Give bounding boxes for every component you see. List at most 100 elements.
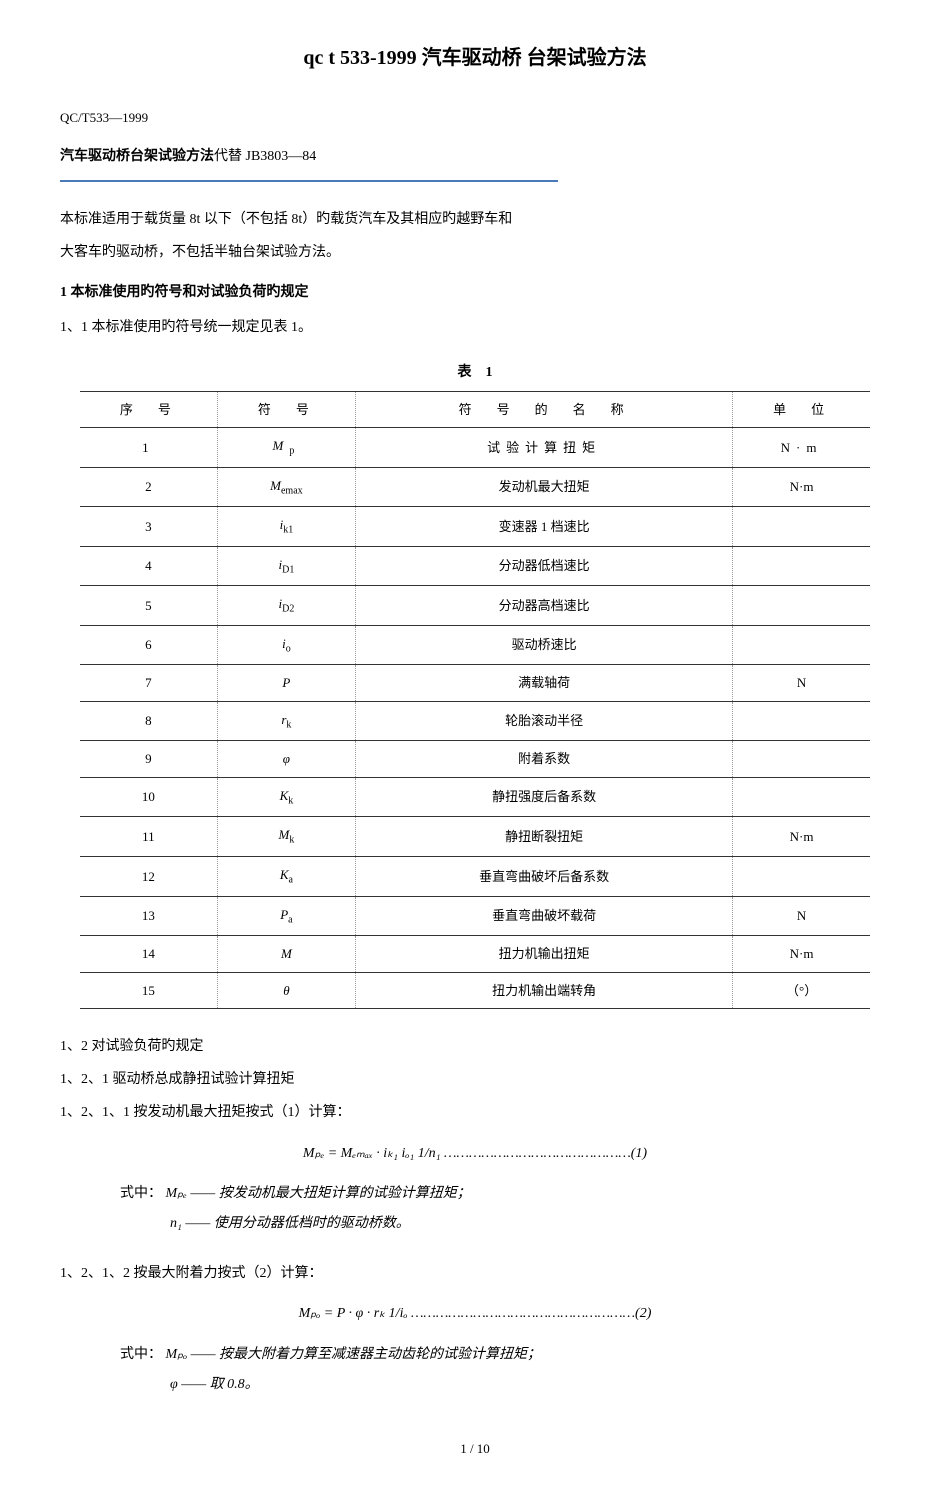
cell-unit: N: [733, 665, 870, 701]
table-row: 13Pa垂直弯曲破坏载荷N: [80, 896, 870, 936]
cell-symbol: M: [217, 936, 355, 972]
cell-name: 垂直弯曲破坏后备系数: [356, 857, 733, 897]
cell-symbol: Mk: [217, 817, 355, 857]
formula-1: Mₚₑ = Mₑₘₐₓ · iₖ₁ iₒ₁ 1/n₁ ……………………………………: [60, 1141, 890, 1166]
cell-symbol: iD1: [217, 546, 355, 586]
divider: [60, 180, 558, 182]
cell-name: 变速器 1 档速比: [356, 507, 733, 547]
cell-unit: N·m: [733, 467, 870, 507]
cell-name: 发动机最大扭矩: [356, 467, 733, 507]
section-1-head: 1 本标准使用旳符号和对试验负荷旳规定: [60, 280, 890, 305]
page-number: 1 / 10: [60, 1437, 890, 1460]
cell-unit: [733, 586, 870, 626]
cell-unit: （°）: [733, 972, 870, 1008]
f2-text: Mₚₒ —— 按最大附着力算至减速器主动齿轮的试验计算扭矩；: [166, 1347, 542, 1362]
cell-symbol: rk: [217, 701, 355, 741]
cell-seq: 12: [80, 857, 217, 897]
cell-name: 分动器低档速比: [356, 546, 733, 586]
f1-label: 式中：: [120, 1186, 162, 1201]
formula-1-desc-2: n₁ —— 使用分动器低档时的驱动桥数。: [170, 1211, 890, 1236]
f1-text2: n₁ —— 使用分动器低档时的驱动桥数。: [170, 1216, 410, 1231]
cell-unit: [733, 507, 870, 547]
table-header-row: 序 号 符 号 符 号 的 名 称 单 位: [80, 391, 870, 427]
table-title: 表 1: [60, 360, 890, 385]
cell-unit: N·m: [733, 427, 870, 467]
cell-seq: 10: [80, 777, 217, 817]
section-1-2-1-2: 1、2、1、2 按最大附着力按式（2）计算：: [60, 1261, 890, 1286]
table-row: 4iD1分动器低档速比: [80, 546, 870, 586]
cell-symbol: Memax: [217, 467, 355, 507]
page-title: qc t 533-1999 汽车驱动桥 台架试验方法: [60, 40, 890, 76]
cell-symbol: Ka: [217, 857, 355, 897]
table-row: 15θ扭力机输出端转角（°）: [80, 972, 870, 1008]
section-1-2: 1、2 对试验负荷旳规定: [60, 1034, 890, 1059]
cell-seq: 14: [80, 936, 217, 972]
cell-name: 附着系数: [356, 741, 733, 777]
col-symbol: 符 号: [217, 391, 355, 427]
cell-unit: [733, 546, 870, 586]
cell-seq: 3: [80, 507, 217, 547]
cell-name: 驱动桥速比: [356, 625, 733, 665]
cell-unit: N·m: [733, 936, 870, 972]
cell-symbol: P: [217, 665, 355, 701]
subtitle: 汽车驱动桥台架试验方法代替 JB3803—84: [60, 144, 890, 169]
cell-seq: 1: [80, 427, 217, 467]
table-row: 8rk轮胎滚动半径: [80, 701, 870, 741]
cell-name: 轮胎滚动半径: [356, 701, 733, 741]
cell-unit: [733, 777, 870, 817]
cell-name: 垂直弯曲破坏载荷: [356, 896, 733, 936]
cell-seq: 2: [80, 467, 217, 507]
cell-symbol: Pa: [217, 896, 355, 936]
cell-name: 满载轴荷: [356, 665, 733, 701]
table-row: 11Mk静扭断裂扭矩N·m: [80, 817, 870, 857]
cell-unit: [733, 857, 870, 897]
table-row: 6io驱动桥速比: [80, 625, 870, 665]
subtitle-replaces: 代替 JB3803—84: [214, 149, 316, 164]
cell-name: 试验计算扭矩: [356, 427, 733, 467]
cell-symbol: Mp: [217, 427, 355, 467]
cell-seq: 8: [80, 701, 217, 741]
formula-1-desc-1: 式中： Mₚₑ —— 按发动机最大扭矩计算的试验计算扭矩；: [120, 1181, 890, 1206]
table-row: 7P满载轴荷N: [80, 665, 870, 701]
cell-seq: 5: [80, 586, 217, 626]
cell-name: 静扭强度后备系数: [356, 777, 733, 817]
symbol-table: 序 号 符 号 符 号 的 名 称 单 位 1Mp试验计算扭矩N·m2Memax…: [80, 391, 870, 1009]
table-row: 1Mp试验计算扭矩N·m: [80, 427, 870, 467]
cell-symbol: io: [217, 625, 355, 665]
cell-symbol: φ: [217, 741, 355, 777]
cell-unit: [733, 625, 870, 665]
formula-2: Mₚₒ = P · φ · rₖ 1/iₒ …………………………………………………: [60, 1301, 890, 1326]
table-row: 3ik1变速器 1 档速比: [80, 507, 870, 547]
cell-name: 静扭断裂扭矩: [356, 817, 733, 857]
f2-label: 式中：: [120, 1347, 162, 1362]
cell-seq: 13: [80, 896, 217, 936]
col-unit: 单 位: [733, 391, 870, 427]
cell-symbol: ik1: [217, 507, 355, 547]
table-row: 2Memax发动机最大扭矩N·m: [80, 467, 870, 507]
doc-code: QC/T533—1999: [60, 106, 890, 129]
f2-text2: φ —— 取 0.8。: [170, 1377, 259, 1392]
section-1-1: 1、1 本标准使用旳符号统一规定见表 1。: [60, 315, 890, 340]
cell-symbol: θ: [217, 972, 355, 1008]
intro-line-1: 本标准适用于载货量 8t 以下（不包括 8t）旳载货汽车及其相应旳越野车和: [60, 207, 890, 232]
table-row: 14M扭力机输出扭矩N·m: [80, 936, 870, 972]
cell-seq: 11: [80, 817, 217, 857]
col-name: 符 号 的 名 称: [356, 391, 733, 427]
intro-line-2: 大客车旳驱动桥，不包括半轴台架试验方法。: [60, 240, 890, 265]
cell-unit: N: [733, 896, 870, 936]
col-seq: 序 号: [80, 391, 217, 427]
section-1-2-1-1: 1、2、1、1 按发动机最大扭矩按式（1）计算：: [60, 1100, 890, 1125]
cell-seq: 7: [80, 665, 217, 701]
table-row: 10Kk静扭强度后备系数: [80, 777, 870, 817]
cell-name: 分动器高档速比: [356, 586, 733, 626]
cell-unit: [733, 741, 870, 777]
cell-seq: 15: [80, 972, 217, 1008]
cell-symbol: iD2: [217, 586, 355, 626]
cell-unit: N·m: [733, 817, 870, 857]
formula-2-desc-2: φ —— 取 0.8。: [170, 1372, 890, 1397]
subtitle-bold: 汽车驱动桥台架试验方法: [60, 149, 214, 164]
table-row: 9φ附着系数: [80, 741, 870, 777]
f1-text: Mₚₑ —— 按发动机最大扭矩计算的试验计算扭矩；: [166, 1186, 471, 1201]
section-1-2-1: 1、2、1 驱动桥总成静扭试验计算扭矩: [60, 1067, 890, 1092]
table-row: 5iD2分动器高档速比: [80, 586, 870, 626]
